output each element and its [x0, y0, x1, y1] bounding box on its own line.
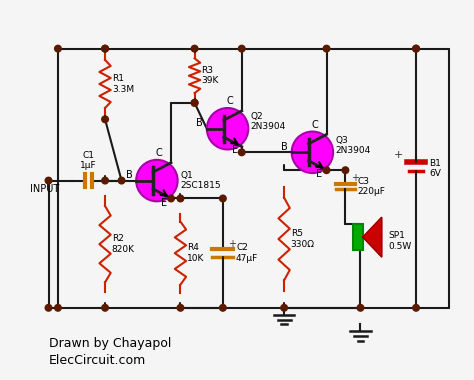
Text: +: +	[228, 239, 237, 250]
Text: C2
47μF: C2 47μF	[236, 244, 258, 263]
Circle shape	[118, 177, 125, 184]
Circle shape	[45, 177, 52, 184]
Text: SP1
0.5W: SP1 0.5W	[389, 231, 412, 250]
Text: C: C	[311, 120, 318, 130]
FancyBboxPatch shape	[354, 224, 363, 250]
Text: B1
6V: B1 6V	[429, 159, 441, 179]
Circle shape	[191, 45, 198, 52]
Text: R3
39K: R3 39K	[201, 66, 219, 86]
Circle shape	[323, 45, 330, 52]
Circle shape	[102, 177, 109, 184]
Text: C3
220μF: C3 220μF	[357, 177, 385, 196]
Circle shape	[238, 149, 245, 155]
Text: R4
10K: R4 10K	[187, 244, 204, 263]
Text: R2
820K: R2 820K	[112, 234, 135, 254]
Circle shape	[292, 131, 333, 173]
Circle shape	[102, 304, 109, 311]
Circle shape	[191, 100, 198, 106]
Circle shape	[413, 45, 419, 52]
Circle shape	[191, 100, 198, 106]
Polygon shape	[363, 217, 382, 257]
Text: R5
330Ω: R5 330Ω	[291, 229, 315, 249]
Text: E: E	[317, 169, 322, 179]
Circle shape	[168, 195, 174, 202]
Circle shape	[102, 45, 109, 52]
Circle shape	[207, 108, 248, 149]
Text: Q1
2SC1815: Q1 2SC1815	[181, 171, 221, 190]
Text: ElecCircuit.com: ElecCircuit.com	[48, 354, 146, 367]
Circle shape	[323, 167, 330, 174]
Text: E: E	[232, 145, 237, 155]
Circle shape	[55, 45, 61, 52]
Circle shape	[46, 178, 51, 184]
Circle shape	[45, 304, 52, 311]
Text: R1
3.3M: R1 3.3M	[112, 74, 134, 94]
Text: B: B	[126, 170, 132, 180]
Text: E: E	[161, 198, 167, 209]
Circle shape	[413, 304, 419, 311]
Circle shape	[102, 116, 109, 123]
Circle shape	[219, 195, 226, 202]
Text: C: C	[156, 148, 163, 158]
Circle shape	[413, 45, 419, 52]
Circle shape	[238, 45, 245, 52]
Text: INPUT: INPUT	[30, 184, 59, 194]
Circle shape	[219, 304, 226, 311]
Text: C1
1μF: C1 1μF	[80, 151, 97, 170]
Circle shape	[136, 160, 178, 201]
Text: Q2
2N3904: Q2 2N3904	[250, 112, 285, 131]
Text: B: B	[196, 119, 203, 128]
Text: Drawn by Chayapol: Drawn by Chayapol	[48, 337, 171, 350]
Circle shape	[177, 304, 184, 311]
Circle shape	[55, 304, 61, 311]
Circle shape	[281, 304, 287, 311]
Circle shape	[342, 167, 349, 174]
Circle shape	[102, 45, 109, 52]
Text: +: +	[393, 150, 403, 160]
Text: Q3
2N3904: Q3 2N3904	[335, 136, 370, 155]
Text: C: C	[227, 96, 233, 106]
Circle shape	[357, 304, 364, 311]
Circle shape	[177, 195, 184, 202]
Text: B: B	[281, 142, 288, 152]
Text: +: +	[351, 173, 359, 183]
